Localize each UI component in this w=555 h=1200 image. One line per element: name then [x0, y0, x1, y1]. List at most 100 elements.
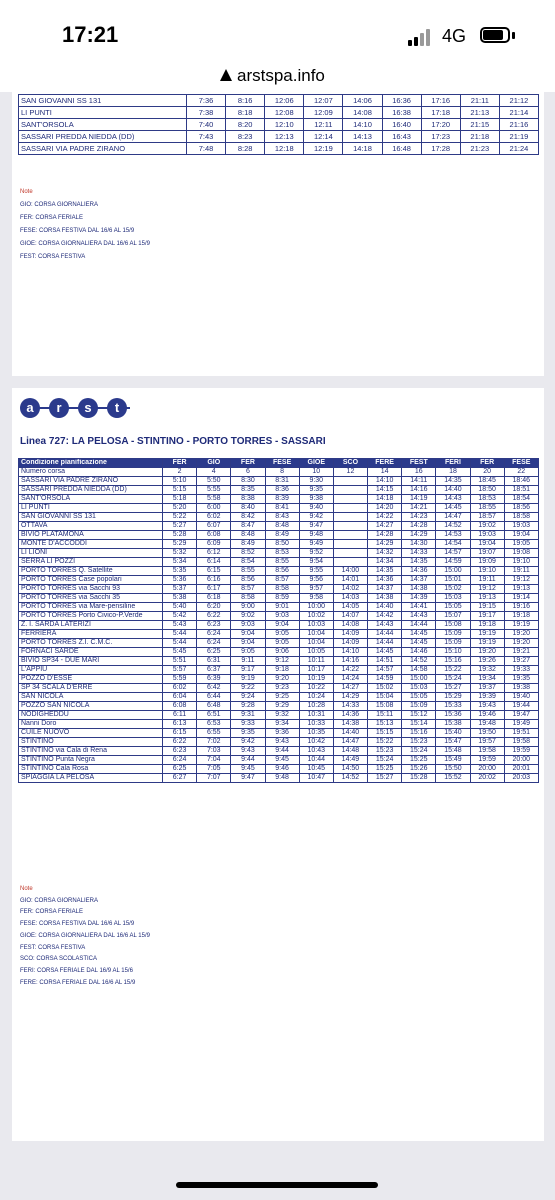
time-cell: 6:25	[161, 764, 198, 774]
time-cell: 14:40	[367, 602, 403, 612]
time-cell: 2	[161, 467, 198, 477]
time-cell	[332, 557, 369, 567]
time-cell: 14:44	[367, 638, 403, 648]
time-cell: 19:47	[503, 710, 539, 720]
time-cell: 5:57	[161, 665, 198, 675]
page-bottom	[0, 1141, 555, 1200]
stop-name-cell: PORTO TORRES via Sacchi 35	[18, 593, 163, 603]
time-cell: 9:47	[230, 773, 266, 783]
time-cell: 14	[367, 467, 403, 477]
notes-bottom: Note GIO: CORSA GIORNALIERA FER: CORSA FER…	[20, 884, 150, 989]
stop-name-cell: LI PUNTI	[18, 106, 187, 119]
time-cell: 8:40	[230, 503, 266, 513]
time-cell: 16:48	[381, 142, 422, 155]
time-cell: 5:40	[161, 602, 198, 612]
time-cell: 14:29	[332, 692, 369, 702]
time-cell: 14:43	[367, 620, 403, 630]
stop-name-cell: SAN GIOVANNI SS 131	[18, 94, 187, 107]
time-cell: 9:54	[298, 557, 334, 567]
timetable-top: SAN GIOVANNI SS 131 7:36 8:16 12:06 12:07 14:…	[18, 94, 539, 155]
address-bar[interactable]: arstspa.info	[0, 60, 555, 92]
time-cell: 15:47	[435, 737, 471, 747]
time-cell: 8:54	[230, 557, 266, 567]
time-cell: 19:13	[503, 584, 539, 594]
time-cell: 8:42	[230, 512, 266, 522]
time-cell: 8:20	[225, 118, 266, 131]
time-cell: 14:44	[401, 620, 437, 630]
time-cell: 9:04	[230, 638, 266, 648]
note-item: FEST: CORSA FESTIVA	[20, 254, 86, 260]
time-cell: 14:35	[435, 476, 471, 486]
time-cell: 19:20	[469, 647, 505, 657]
time-cell: 14:13	[342, 130, 383, 143]
time-cell: 6:53	[196, 719, 232, 729]
time-cell: 9:42	[298, 512, 334, 522]
time-cell: 15:36	[435, 710, 471, 720]
time-cell: 15:25	[367, 764, 403, 774]
time-cell: 19:11	[469, 575, 505, 585]
time-cell: 19:10	[503, 557, 539, 567]
time-cell: 8:38	[230, 494, 266, 504]
notes-title: Note	[20, 886, 33, 892]
time-cell: 15:23	[367, 746, 403, 756]
time-cell: 18	[435, 467, 471, 477]
time-cell: 6:23	[196, 620, 232, 630]
time-cell: 9:43	[264, 737, 300, 747]
table-row: SASSARI PREDDA NIEDDA (DD) 5:15 5:55 8:35 8:…	[18, 485, 539, 495]
time-cell: 16:36	[381, 94, 422, 107]
time-cell: 8:56	[230, 575, 266, 585]
time-cell: 15:02	[367, 683, 403, 693]
time-cell: 5:50	[196, 476, 232, 486]
stop-name-cell: NODIGHEDDU	[18, 710, 163, 720]
time-cell: 5:28	[161, 530, 198, 540]
table-row: NODIGHEDDU 6:11 6:51 9:31 9:32 10:31 14:36 15:1…	[18, 710, 539, 720]
time-cell: 14:02	[332, 584, 369, 594]
time-cell: 10:44	[298, 755, 334, 765]
table-row: SERRA LI POZZI 5:34 6:14 8:54 8:55 9:54 14:34 1…	[18, 557, 539, 567]
time-cell: 19:34	[469, 674, 505, 684]
time-cell: 20	[469, 467, 505, 477]
note-item: GIO: CORSA GIORNALIERA	[20, 202, 99, 208]
time-cell: 8:52	[230, 548, 266, 558]
url-text: arstspa.info	[237, 66, 325, 85]
time-cell: 5:51	[161, 656, 198, 666]
time-cell: 10:17	[298, 665, 334, 675]
home-indicator[interactable]	[176, 1182, 378, 1188]
time-cell: 15:03	[401, 683, 437, 693]
time-cell: 6:24	[196, 629, 232, 639]
note-item: FEST: CORSA FESTIVA	[20, 944, 86, 951]
time-cell: 9:01	[264, 602, 300, 612]
time-cell: 9:52	[298, 548, 334, 558]
time-cell: 9:48	[298, 530, 334, 540]
time-cell: 14:57	[435, 548, 471, 558]
time-cell: 14:10	[342, 118, 383, 131]
time-cell: 19:19	[469, 629, 505, 639]
time-cell: 15:33	[435, 701, 471, 711]
time-cell: 14:03	[332, 593, 369, 603]
time-cell: 10:42	[298, 737, 334, 747]
table-row: PORTO TORRES via Sacchi 93 5:37 6:17 8:57 8:…	[18, 584, 539, 594]
time-cell: 10:02	[298, 611, 334, 621]
time-cell: 14:16	[401, 485, 437, 495]
time-cell: 14:35	[401, 557, 437, 567]
time-cell: 12:14	[303, 130, 344, 143]
table-row: SASSARI VIA PADRE ZIRANO 7:48 8:28 12:18 12:…	[18, 142, 539, 155]
stop-name-cell: SAN NICOLA	[18, 692, 163, 702]
time-cell: 19:05	[503, 539, 539, 549]
time-cell: 9:32	[264, 710, 300, 720]
time-cell: 5:36	[161, 575, 198, 585]
time-cell: 15:40	[435, 728, 471, 738]
time-cell: 19:10	[469, 566, 505, 576]
time-cell	[332, 530, 369, 540]
time-cell: 8:49	[264, 530, 300, 540]
time-cell: 12:18	[264, 142, 305, 155]
time-cell: 18:50	[469, 485, 505, 495]
time-cell: 21:12	[498, 94, 539, 107]
time-cell: 9:24	[230, 692, 266, 702]
time-cell: 14:45	[401, 629, 437, 639]
time-cell: 9:18	[264, 665, 300, 675]
stop-name-cell: SANT'ORSOLA	[18, 118, 187, 131]
time-cell: 9:57	[298, 584, 334, 594]
time-cell: 19:21	[503, 647, 539, 657]
time-cell: 21:15	[459, 118, 500, 131]
